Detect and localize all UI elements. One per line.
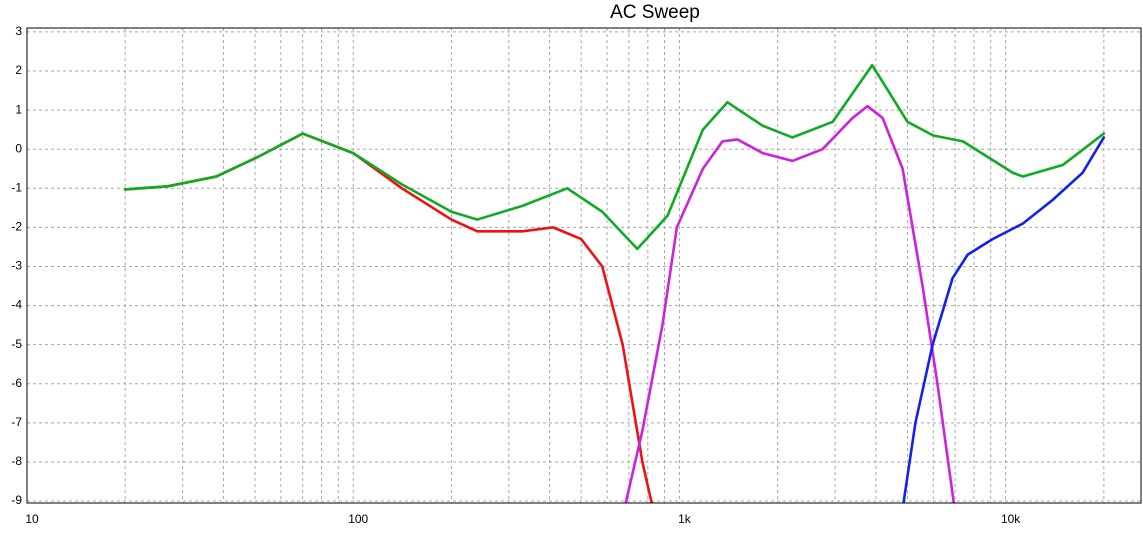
y-tick-label: -9: [11, 493, 22, 507]
plot-frame: [26, 27, 1142, 504]
x-tick-label: 10k: [1001, 512, 1021, 526]
series-line: [123, 63, 1106, 251]
y-tick-label: -2: [11, 220, 22, 234]
y-tick-label: -5: [11, 337, 22, 351]
grid: [27, 28, 1141, 503]
y-tick-label: -6: [11, 376, 22, 390]
y-tick-label: -3: [11, 259, 22, 273]
plot-lines: [123, 63, 1106, 503]
y-tick-label: -8: [11, 454, 22, 468]
x-tick-label: 10: [25, 512, 39, 526]
chart-title: AC Sweep: [610, 2, 700, 23]
x-tick-label: 1k: [678, 512, 692, 526]
y-tick-label: 0: [15, 141, 22, 155]
y-tick-label: 3: [15, 24, 22, 38]
y-tick-label: -4: [11, 298, 22, 312]
x-tick-label: 100: [348, 512, 368, 526]
y-tick-label: 1: [15, 102, 22, 116]
y-tick-label: 2: [15, 63, 22, 77]
series-line: [902, 136, 1106, 503]
y-tick-label: -1: [11, 180, 22, 194]
y-tick-label: -7: [11, 415, 22, 429]
series-line: [624, 104, 956, 503]
